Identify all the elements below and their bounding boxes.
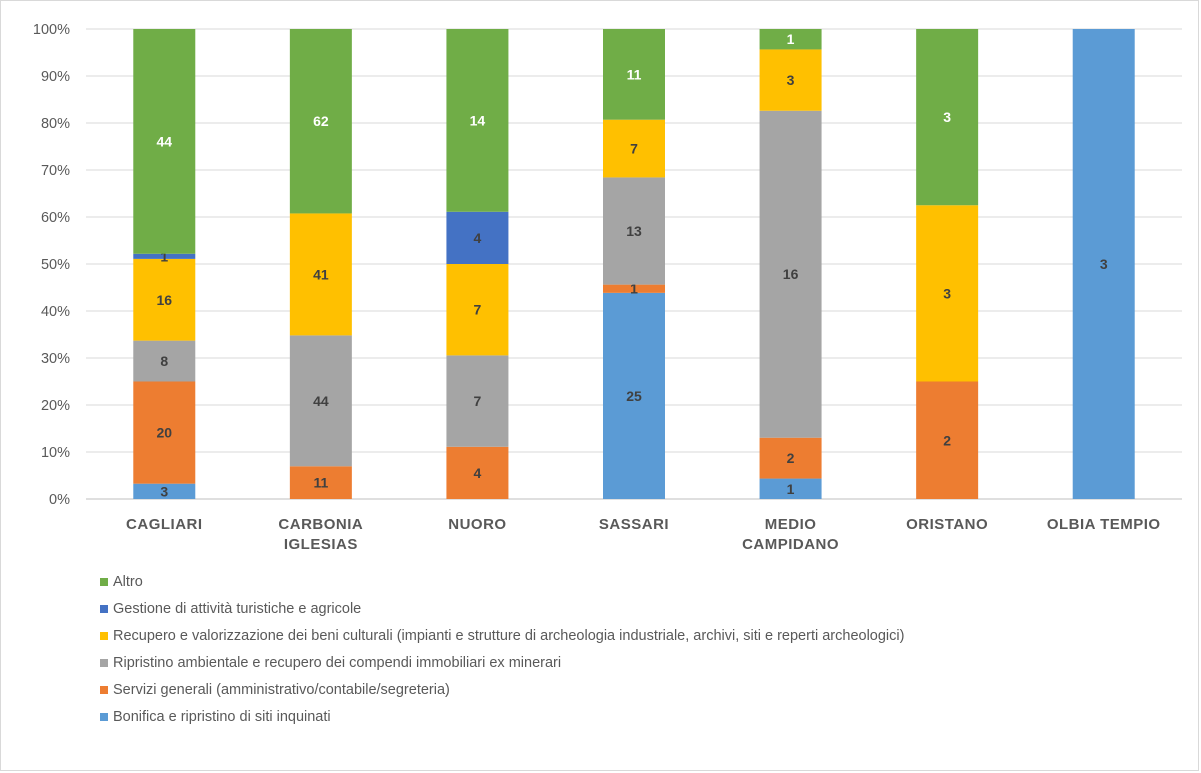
legend-item: Gestione di attività turistiche e agrico… — [100, 595, 904, 622]
data-label: 14 — [470, 112, 486, 128]
bar-segment — [133, 258, 196, 341]
stacked-bar-chart: 0% 10% 20% 30% 40% 50% 60% 70% 80% 90% 100% 3 20 8 16 1… — [33, 22, 1182, 553]
bar-segment — [133, 483, 196, 499]
data-label: 4 — [474, 230, 482, 246]
data-label: 2 — [787, 450, 795, 466]
legend-item: Servizi generali (amministrativo/contabi… — [100, 676, 904, 703]
x-tick-label: CARBONIA — [278, 516, 363, 533]
data-label: 3 — [943, 285, 951, 301]
bar-segment — [446, 446, 509, 499]
data-label: 16 — [156, 292, 172, 308]
y-tick-label: 50% — [41, 257, 70, 273]
data-label: 44 — [313, 393, 329, 409]
data-label: 1 — [160, 248, 168, 264]
data-label: 4 — [474, 465, 482, 481]
data-label: 62 — [313, 113, 329, 129]
y-tick-label: 10% — [41, 445, 70, 461]
y-tick-label: 70% — [41, 163, 70, 179]
bar-segment — [133, 29, 196, 254]
x-tick-label: NUORO — [448, 516, 506, 533]
data-label: 7 — [474, 302, 482, 318]
legend-swatch — [100, 577, 108, 586]
bar-segment — [289, 466, 352, 499]
data-label: 11 — [627, 66, 642, 82]
legend-swatch — [100, 712, 108, 721]
data-label: 3 — [787, 72, 795, 88]
x-tick-label: CAMPIDANO — [742, 536, 839, 553]
bar-segment — [759, 478, 822, 499]
data-label: 11 — [313, 475, 328, 491]
bar-segment — [603, 284, 665, 293]
y-tick-label: 30% — [41, 351, 70, 367]
data-label: 20 — [156, 425, 172, 441]
data-label: 7 — [630, 141, 638, 157]
y-tick-label: 80% — [41, 116, 70, 132]
legend-label: Bonifica e ripristino di siti inquinati — [113, 708, 331, 725]
bar-segment — [759, 437, 822, 479]
x-tick-label: CAGLIARI — [126, 516, 203, 533]
bar-segment — [133, 340, 196, 382]
bar-segment — [133, 253, 196, 259]
legend-item: Ripristino ambientale e recupero dei com… — [100, 649, 904, 676]
bar-segment — [759, 29, 822, 50]
legend-label: Ripristino ambientale e recupero dei com… — [113, 654, 562, 671]
legend-item: Recupero e valorizzazione dei beni cultu… — [100, 622, 904, 649]
bar-segment — [759, 110, 822, 438]
y-tick-label: 90% — [41, 69, 70, 85]
data-label: 16 — [783, 266, 799, 282]
bar-segment — [446, 29, 509, 212]
legend-label: Gestione di attività turistiche e agrico… — [113, 600, 362, 617]
legend-item: Altro — [100, 568, 904, 595]
bar-segment — [603, 29, 665, 120]
data-label: 44 — [156, 133, 172, 149]
y-tick-label: 40% — [41, 304, 70, 320]
bar-segment — [759, 49, 822, 111]
data-label: 1 — [630, 281, 638, 297]
x-tick-label: IGLESIAS — [284, 536, 358, 553]
bar-segment — [289, 29, 352, 214]
bar-segment — [446, 211, 509, 264]
legend-swatch — [100, 658, 108, 667]
legend-swatch — [100, 604, 108, 613]
bar-segment — [916, 29, 979, 206]
bar-segment — [446, 355, 509, 447]
data-label: 7 — [474, 393, 482, 409]
bar-segment — [446, 264, 509, 356]
legend-label: Servizi generali (amministrativo/contabi… — [113, 681, 450, 698]
data-label: 3 — [943, 109, 951, 125]
data-label: 13 — [626, 223, 642, 239]
x-tick-label: MEDIO — [765, 516, 817, 533]
bar-segment — [603, 119, 665, 178]
legend-label: Altro — [113, 573, 143, 590]
data-label: 1 — [787, 31, 795, 47]
bar-segment — [916, 381, 979, 499]
data-label: 1 — [787, 481, 795, 497]
chart-legend: Altro Gestione di attività turistiche e a… — [100, 568, 904, 730]
bar-segment — [1072, 29, 1135, 499]
data-label: 2 — [943, 432, 951, 448]
legend-item: Bonifica e ripristino di siti inquinati — [100, 703, 904, 730]
bar-segment — [289, 335, 352, 467]
bar-segment — [133, 381, 196, 484]
data-label: 25 — [626, 388, 642, 404]
data-label: 41 — [313, 266, 329, 282]
x-tick-label: OLBIA TEMPIO — [1047, 516, 1161, 533]
x-tick-label: SASSARI — [599, 516, 669, 533]
data-label: 8 — [160, 353, 168, 369]
y-tick-label: 0% — [49, 492, 70, 508]
legend-swatch — [100, 631, 108, 640]
bar-segment — [289, 213, 352, 336]
y-tick-label: 20% — [41, 398, 70, 414]
x-tick-label: ORISTANO — [906, 516, 988, 533]
data-label: 3 — [160, 483, 168, 499]
legend-label: Recupero e valorizzazione dei beni cultu… — [113, 627, 905, 644]
bar-segment — [603, 177, 665, 285]
y-tick-label: 60% — [41, 210, 70, 226]
bar-segment — [603, 292, 665, 499]
bar-segment — [916, 205, 979, 382]
data-label: 3 — [1100, 256, 1108, 272]
legend-swatch — [100, 685, 108, 694]
y-tick-label: 100% — [33, 22, 70, 38]
